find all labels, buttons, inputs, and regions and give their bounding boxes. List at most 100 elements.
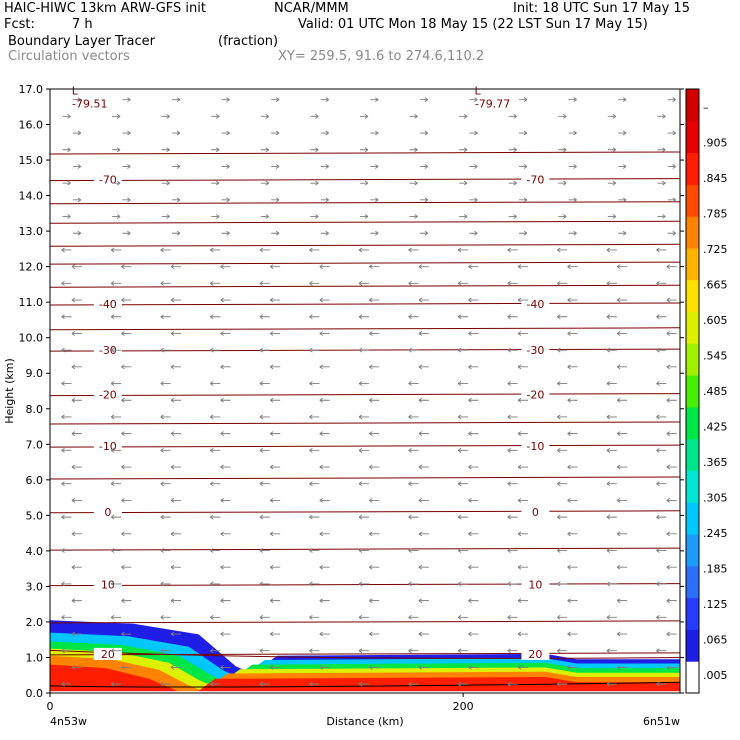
wind-vector — [71, 331, 82, 336]
wind-vector — [121, 498, 132, 503]
wind-vector — [61, 614, 72, 620]
wind-vector — [61, 514, 72, 520]
wind-vector — [259, 581, 270, 587]
wind-vector — [269, 264, 281, 270]
wind-vector — [656, 548, 667, 553]
wind-vector — [209, 514, 221, 520]
wind-vector — [507, 347, 518, 353]
wind-vector — [170, 564, 181, 570]
wind-vector — [72, 130, 82, 136]
contour-label-bg — [521, 388, 550, 401]
wind-vector — [507, 481, 518, 487]
wind-vector — [309, 681, 320, 687]
wind-vector — [122, 230, 131, 236]
wind-vector — [606, 481, 617, 487]
wind-vector — [459, 214, 468, 219]
wind-vector — [269, 665, 281, 670]
colorbar-swatch — [686, 247, 699, 281]
wind-vector — [457, 614, 469, 620]
wind-vector — [567, 264, 578, 270]
wind-vector — [61, 314, 72, 320]
wind-vector — [616, 331, 628, 336]
overlay-name: Circulation vectors — [8, 49, 130, 64]
wind-vector — [459, 180, 468, 186]
wind-vector — [160, 514, 171, 520]
wind-vector — [618, 97, 627, 103]
contour-line — [50, 547, 680, 551]
wind-vector — [517, 665, 529, 670]
wind-vector — [370, 230, 379, 236]
wind-vector — [122, 197, 131, 203]
wind-vector — [616, 598, 628, 603]
wind-vector — [320, 97, 329, 103]
colorbar-swatch — [686, 89, 699, 122]
colorbar-swatch — [686, 534, 699, 567]
wind-vector — [221, 130, 230, 136]
contour-label-bg — [93, 388, 122, 401]
wind-vector — [309, 548, 320, 553]
wind-vector — [369, 498, 380, 503]
wind-vector — [209, 280, 221, 286]
wind-vector — [71, 598, 82, 603]
wind-vector — [457, 581, 469, 587]
tracer-shading — [50, 620, 680, 693]
colorbar-swatch — [686, 311, 699, 344]
org-title: NCAR/MMM — [274, 1, 349, 16]
wind-vector — [666, 631, 677, 637]
wind-vector — [517, 598, 529, 603]
colorbar-label: .425 — [703, 421, 728, 434]
wind-vector — [112, 147, 121, 153]
wind-vector — [618, 164, 627, 169]
wind-vector — [607, 147, 617, 153]
wind-vector — [369, 598, 380, 603]
wind-vector — [220, 464, 231, 470]
colorbar-label: .845 — [703, 172, 728, 185]
wind-vector — [121, 397, 132, 403]
wind-vector — [160, 347, 171, 353]
wind-vector — [209, 414, 221, 420]
wind-vector — [606, 280, 617, 286]
wind-vector — [469, 164, 478, 169]
wind-vector — [170, 631, 181, 637]
wind-vector — [656, 581, 667, 587]
wind-vector — [259, 280, 270, 286]
wind-vector — [71, 264, 82, 270]
wind-vector — [606, 314, 617, 320]
wind-vector — [309, 581, 320, 587]
wind-vector — [220, 431, 231, 437]
wind-vector — [666, 264, 677, 270]
contour-line — [50, 284, 680, 288]
wind-vector — [459, 113, 468, 119]
contour-line — [50, 393, 680, 397]
wind-vector — [418, 498, 429, 503]
wind-vector — [160, 280, 171, 286]
wind-vector — [419, 197, 429, 203]
wind-vector — [309, 648, 320, 654]
colorbar-swatch — [686, 120, 699, 154]
wind-vector — [61, 280, 72, 286]
wind-vector — [160, 447, 171, 453]
wind-vector — [656, 447, 667, 453]
wind-vector — [220, 564, 231, 570]
wind-vector — [170, 598, 181, 603]
wind-vector — [170, 364, 181, 370]
wind-vector — [408, 614, 419, 620]
wind-vector — [667, 97, 676, 103]
wind-vector — [517, 431, 529, 437]
wind-vector — [211, 113, 220, 119]
x-tick-label: 0 — [47, 700, 54, 713]
contour-label: 10 — [528, 579, 542, 592]
wind-vector — [408, 347, 419, 353]
wind-vector — [71, 498, 82, 503]
wind-vector — [558, 147, 567, 153]
wind-vector — [259, 414, 270, 420]
wind-vector — [616, 264, 628, 270]
wind-vector — [319, 297, 330, 303]
contour-label: -70 — [99, 174, 117, 187]
contour-line — [50, 243, 680, 247]
colorbar-swatch — [686, 597, 699, 630]
wind-vector — [558, 180, 567, 186]
y-axis-label: Height (km) — [3, 358, 16, 424]
y-tick-label: 17.0 — [19, 83, 44, 96]
wind-vector — [110, 481, 122, 487]
